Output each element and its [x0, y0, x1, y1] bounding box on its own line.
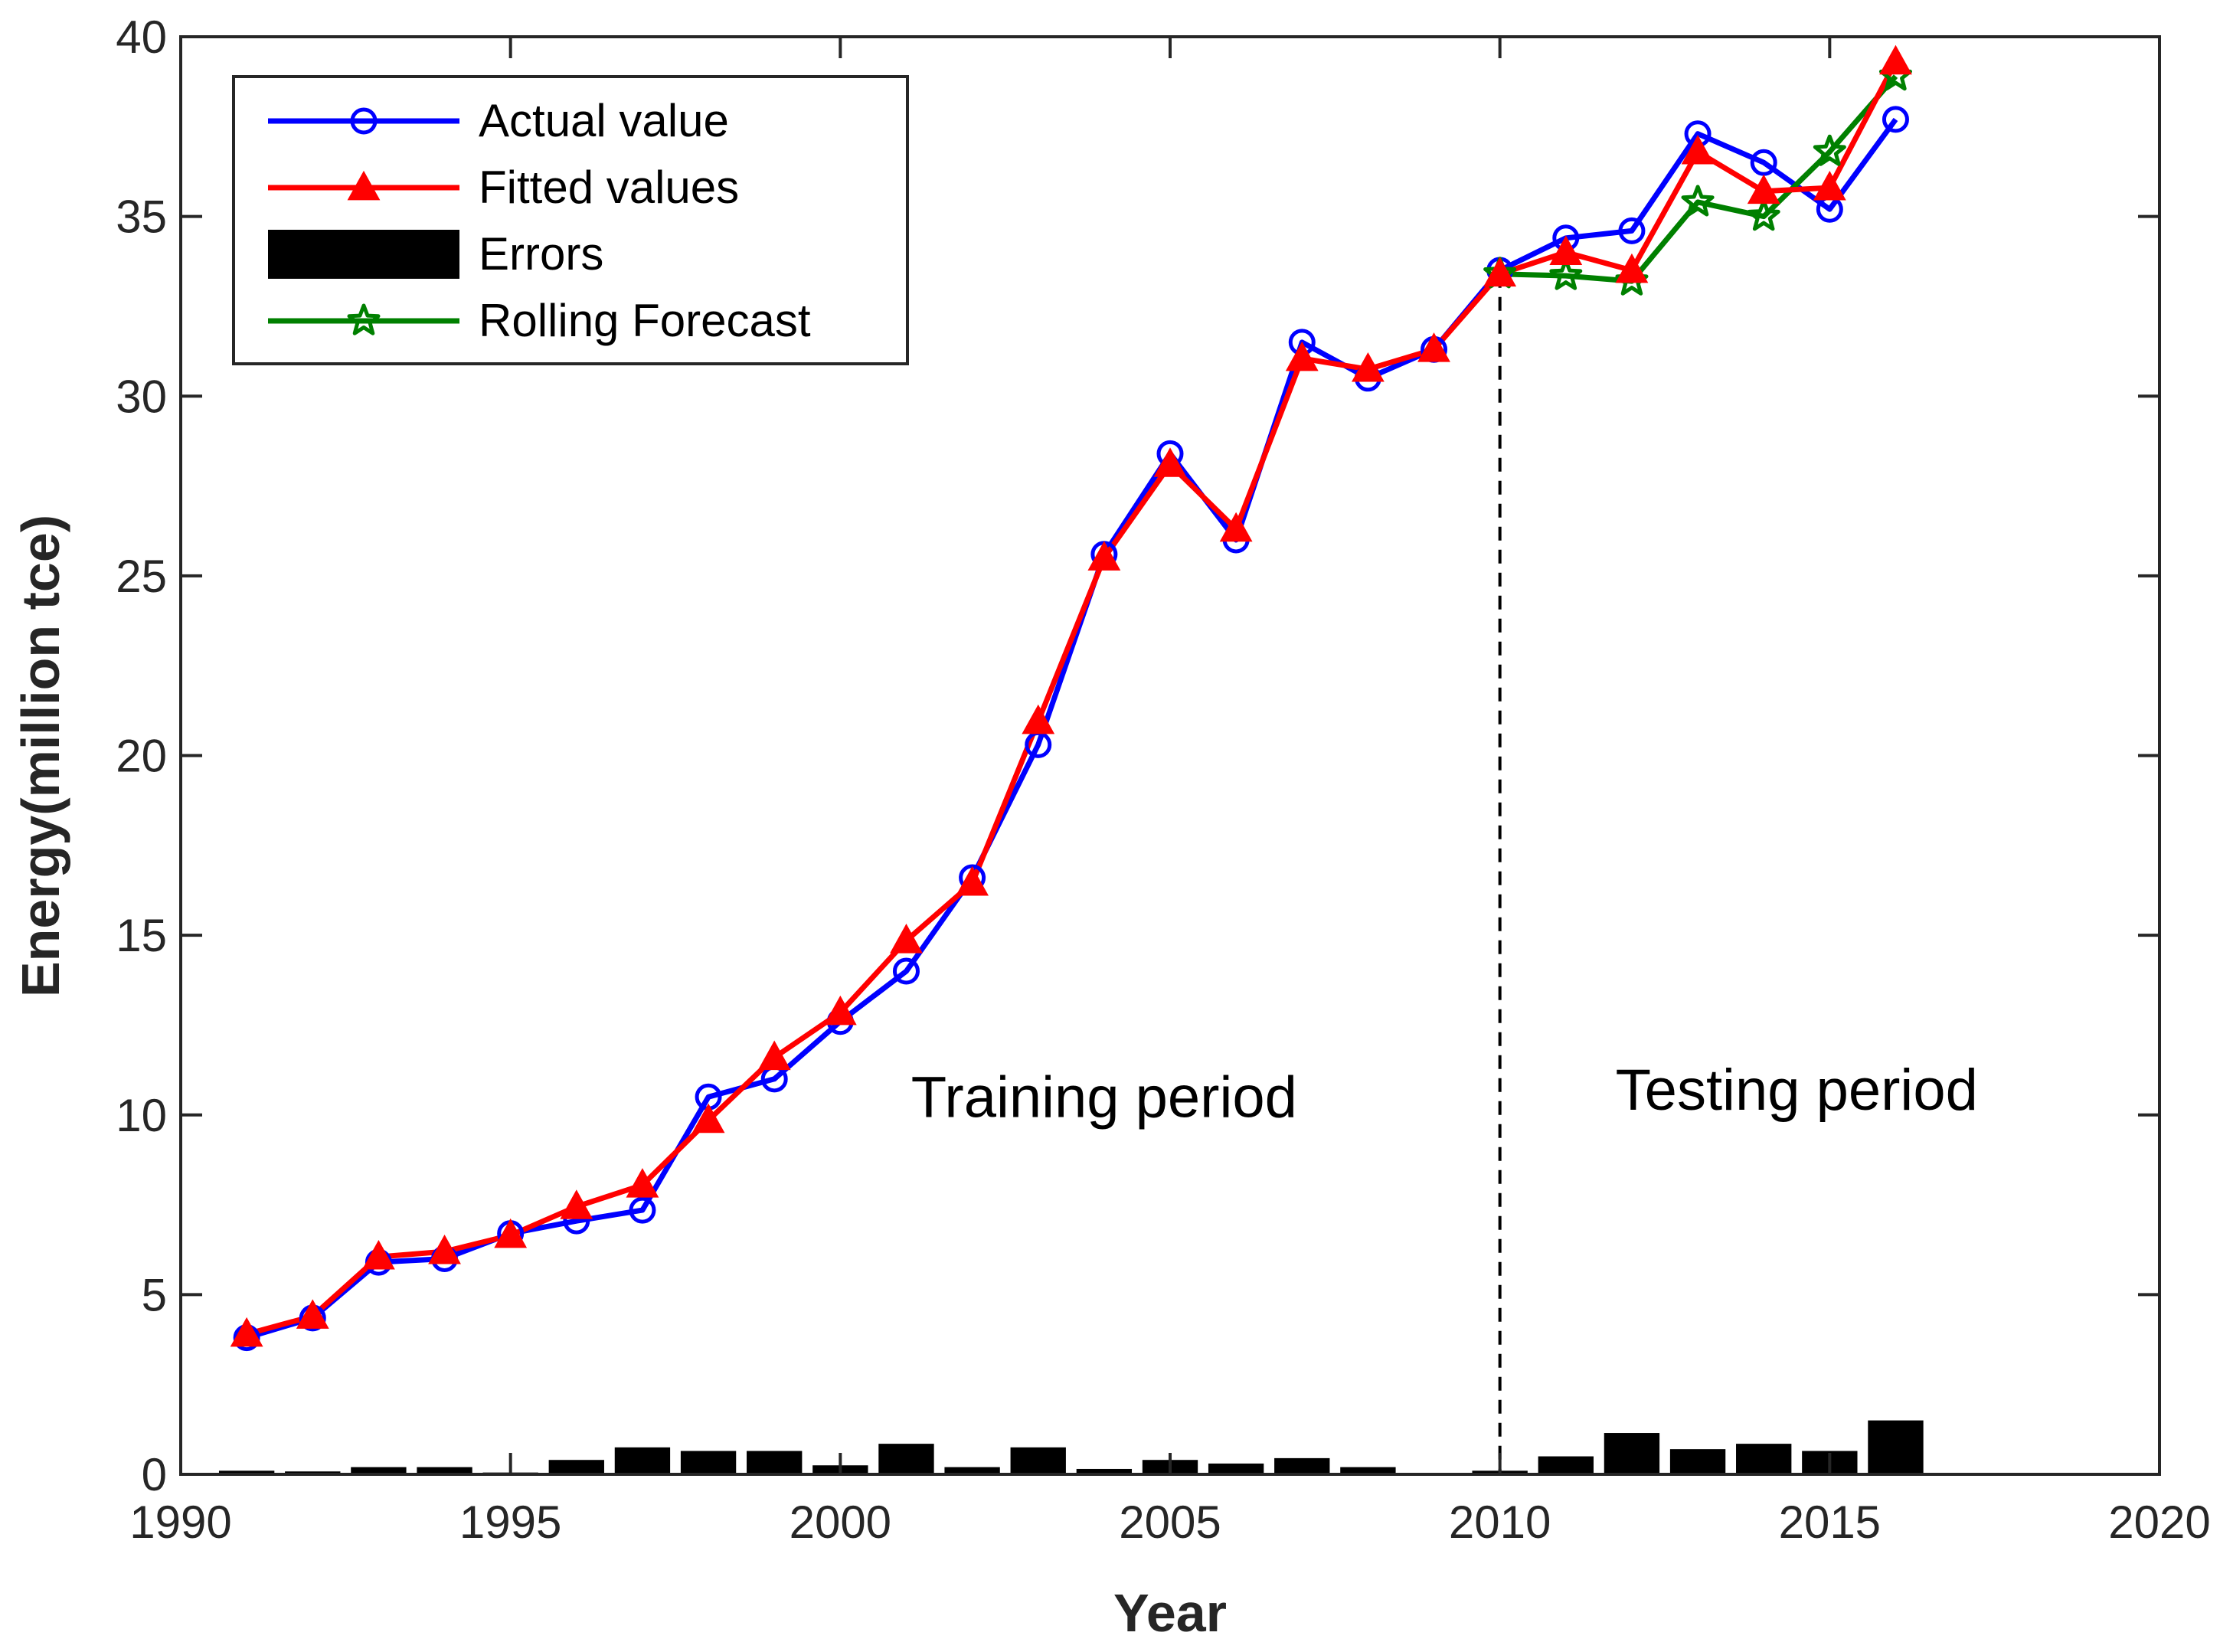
y-tick-label: 30	[116, 371, 167, 422]
fitted-values-point	[890, 924, 923, 954]
error-bar	[1010, 1447, 1066, 1474]
legend-swatch-errors	[268, 230, 459, 279]
fitted-values-point	[1549, 235, 1583, 265]
fitted-values-point	[1813, 170, 1846, 201]
rolling-forecast-point	[1681, 185, 1715, 217]
fitted-values-point	[296, 1299, 329, 1329]
y-axis-title: Energy(million tce)	[11, 515, 70, 997]
fitted-values-point	[1153, 447, 1187, 477]
x-tick-label: 2000	[790, 1497, 891, 1548]
fitted-values-point	[1681, 135, 1715, 165]
legend-label-rolling: Rolling Forecast	[479, 295, 811, 346]
fitted-values-point	[362, 1239, 395, 1270]
fitted-values-point	[1483, 257, 1517, 287]
fitted-values-point	[626, 1168, 659, 1198]
legend-box	[232, 75, 909, 365]
error-bar	[1274, 1457, 1330, 1474]
error-bar	[1208, 1463, 1264, 1474]
actual-value-point	[629, 1196, 656, 1224]
legend-label-fitted: Fitted values	[479, 162, 739, 213]
fitted-values-point	[1087, 541, 1121, 571]
rolling-forecast-point	[1747, 199, 1780, 231]
x-axis-title: Year	[1113, 1583, 1227, 1643]
legend-marker-rolling-forecast	[347, 303, 381, 335]
x-tick-label: 2020	[2108, 1497, 2210, 1548]
fitted-values-point	[956, 865, 989, 896]
fitted-values-point	[1022, 704, 1055, 734]
x-tick-label: 2015	[1779, 1497, 1881, 1548]
legend-label-actual: Actual value	[479, 95, 729, 146]
y-tick-label: 15	[116, 910, 167, 961]
x-tick-label: 1995	[459, 1497, 561, 1548]
error-bar	[1340, 1467, 1396, 1474]
legend-label-errors: Errors	[479, 228, 603, 280]
x-tick-label: 2005	[1119, 1497, 1221, 1548]
error-bar	[1669, 1449, 1726, 1474]
fitted-values-point	[1615, 253, 1649, 283]
legend-marker-fitted-values	[347, 170, 381, 201]
fitted-values-point	[1417, 332, 1450, 362]
error-bar	[878, 1444, 934, 1474]
legend: Actual value Fitted values Errors Rollin…	[232, 75, 909, 365]
fitted-values-point	[1219, 512, 1253, 542]
rolling-forecast-line	[1499, 74, 1898, 284]
fitted-values-point	[1285, 341, 1319, 371]
error-bar	[218, 1470, 275, 1474]
fitted-values-point	[230, 1317, 263, 1347]
fitted-values-point	[1747, 174, 1780, 204]
error-bar	[614, 1447, 671, 1474]
error-bar	[747, 1451, 803, 1474]
y-tick-label: 40	[116, 11, 167, 63]
actual-value-point	[1882, 106, 1909, 133]
fitted-values-point	[757, 1040, 791, 1071]
actual-value-point	[1750, 149, 1777, 176]
fitted-values-point	[1879, 44, 1912, 75]
y-tick-label: 25	[116, 551, 167, 602]
fitted-values-point	[494, 1218, 528, 1248]
error-bar	[1076, 1468, 1133, 1474]
x-tick-label: 1990	[129, 1497, 231, 1548]
error-bar	[1736, 1444, 1792, 1474]
error-bar	[944, 1467, 1000, 1474]
axes: 1990 1995 2000 2005 2010 2015 2020 0 5 10 15 20 25 30…	[116, 11, 2210, 1548]
actual-value-point	[1618, 217, 1646, 244]
fitted-values-point	[428, 1234, 461, 1264]
error-bar	[548, 1460, 604, 1474]
series-markers	[230, 44, 1912, 1352]
y-tick-label: 0	[142, 1449, 167, 1500]
x-tick-label: 2010	[1449, 1497, 1551, 1548]
error-bar	[1868, 1420, 1924, 1474]
y-tick-label: 35	[116, 191, 167, 243]
error-bar	[1538, 1456, 1594, 1474]
y-tick-label: 20	[116, 731, 167, 782]
y-tick-label: 5	[142, 1269, 167, 1320]
error-bar	[417, 1467, 472, 1474]
error-bar	[351, 1467, 407, 1474]
fitted-values-point	[560, 1189, 593, 1219]
fitted-values-point	[1352, 352, 1385, 382]
y-tick-label: 10	[116, 1090, 167, 1141]
training-period-label: Training period	[911, 1065, 1297, 1130]
rolling-forecast-point	[1813, 134, 1846, 166]
rolling-forecast-point	[1549, 258, 1583, 290]
error-bar	[1604, 1433, 1660, 1474]
legend-marker-actual-value	[350, 107, 378, 135]
fitted-values-point	[691, 1103, 725, 1134]
actual-value-point	[892, 957, 920, 985]
error-bar	[680, 1451, 737, 1474]
error-bars	[218, 1420, 1924, 1475]
testing-period-label: Testing period	[1616, 1058, 1978, 1123]
fitted-values-point	[823, 995, 857, 1026]
